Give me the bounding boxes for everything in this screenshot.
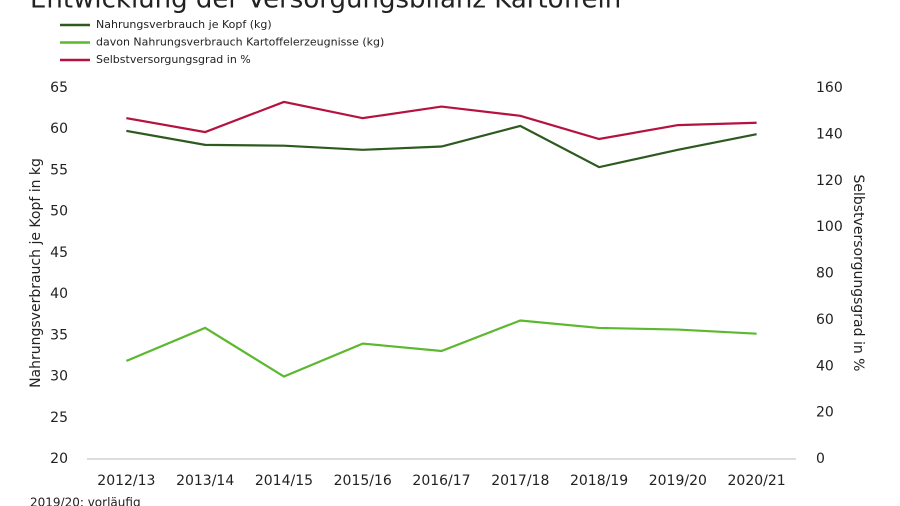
x-tick-label: 2014/15 — [255, 473, 313, 489]
y2-tick-label: 40 — [816, 358, 834, 374]
x-tick-label: 2017/18 — [491, 473, 549, 489]
legend-label: Nahrungsverbrauch je Kopf (kg) — [96, 18, 272, 31]
y-tick-label: 35 — [50, 327, 68, 343]
y-tick-label: 60 — [50, 121, 68, 137]
y2-tick-label: 140 — [816, 126, 843, 142]
y-tick-label: 50 — [50, 204, 68, 220]
y-tick-label: 25 — [50, 410, 68, 426]
y-tick-label: 30 — [50, 369, 68, 385]
y2-tick-label: 120 — [816, 173, 843, 189]
y-axis-label: Nahrungsverbrauch je Kopf in kg — [28, 158, 44, 388]
footnote: 2019/20: vorläufig — [30, 496, 141, 506]
data-line — [125, 319, 757, 378]
x-tick-label: 2015/16 — [334, 473, 392, 489]
y2-axis-label: Selbstversorgungsgrad in % — [850, 175, 866, 372]
y2-tick-label: 160 — [816, 80, 843, 96]
y2-tick-label: 20 — [816, 405, 834, 421]
y2-tick-label: 80 — [816, 266, 834, 282]
y-tick-label: 55 — [50, 162, 68, 178]
y2-tick-label: 60 — [816, 312, 834, 328]
x-tick-label: 2016/17 — [412, 473, 470, 489]
chart-title: Entwicklung der Versorgungsbilanz Kartof… — [30, 0, 621, 15]
x-tick-label: 2012/13 — [97, 473, 155, 489]
y-tick-label: 45 — [50, 245, 68, 261]
x-tick-label: 2020/21 — [728, 473, 786, 489]
legend-label: Selbstversorgungsgrad in % — [96, 53, 251, 66]
x-tick-label: 2019/20 — [649, 473, 707, 489]
y-tick-label: 20 — [50, 451, 68, 467]
data-line — [126, 124, 757, 169]
data-line — [126, 100, 757, 141]
y-tick-label: 65 — [50, 80, 68, 96]
y-tick-label: 40 — [50, 286, 68, 302]
legend-label: davon Nahrungsverbrauch Kartoffelerzeugn… — [96, 36, 384, 49]
y2-tick-label: 100 — [816, 219, 843, 235]
y2-tick-label: 0 — [816, 451, 825, 467]
x-tick-label: 2018/19 — [570, 473, 628, 489]
x-tick-label: 2013/14 — [176, 473, 234, 489]
